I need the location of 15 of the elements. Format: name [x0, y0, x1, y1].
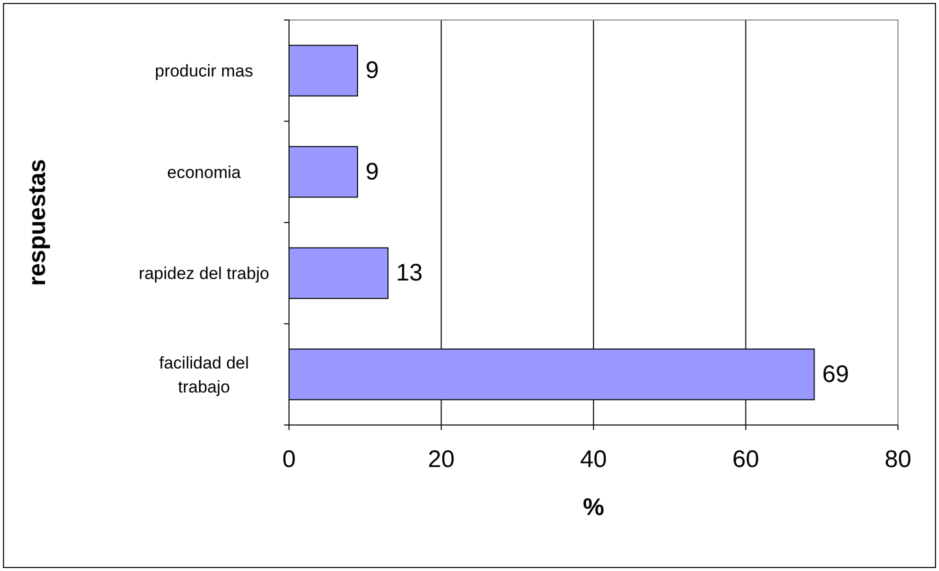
- data-label: 13: [396, 260, 423, 287]
- data-label: 9: [366, 57, 379, 84]
- x-tick-label: 0: [282, 446, 296, 473]
- data-label: 9: [366, 158, 379, 186]
- x-tick-label: 20: [428, 446, 455, 473]
- data-label: 69: [822, 360, 849, 388]
- x-tick-label: 60: [732, 446, 760, 473]
- y-tick-label: facilidad del trabajo: [159, 352, 249, 396]
- x-tick-label: 40: [580, 446, 607, 473]
- x-axis-title: %: [582, 494, 604, 521]
- y-tick-label: producir mas: [154, 61, 254, 80]
- y-tick-label: economia: [167, 162, 242, 182]
- y-tick-label: rapidez del trabjo: [138, 264, 270, 283]
- x-tick-label: 80: [884, 446, 912, 473]
- y-axis-title: respuestas: [24, 159, 51, 286]
